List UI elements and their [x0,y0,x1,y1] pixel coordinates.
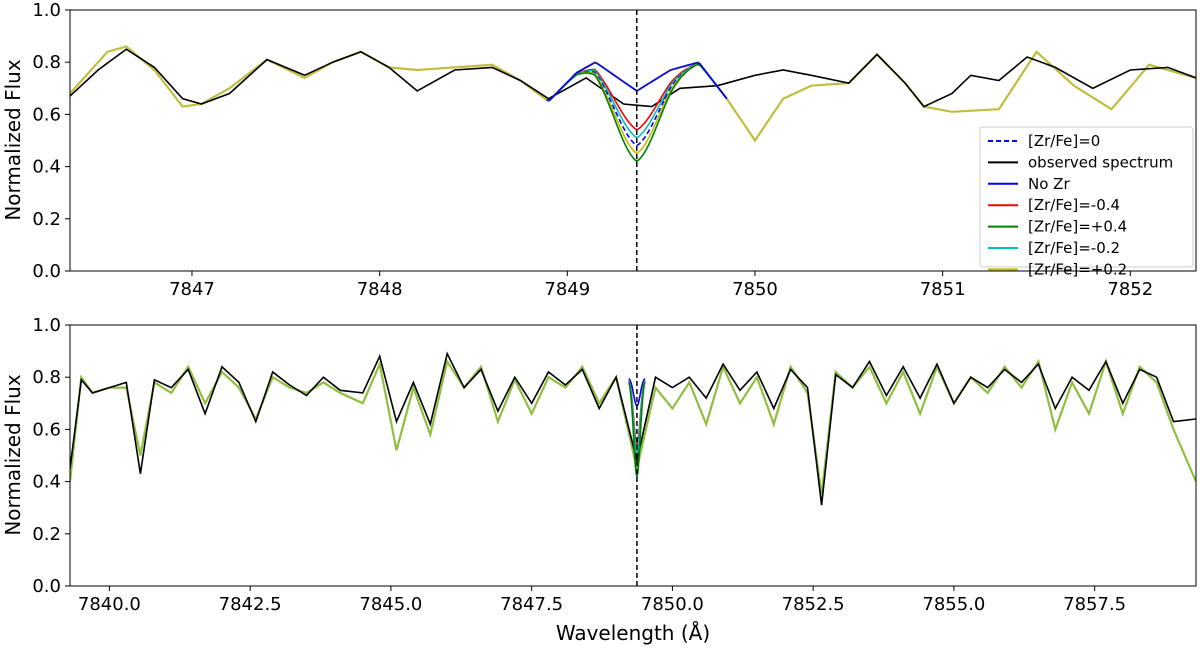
top-plot-lines [70,10,1196,271]
y-tick-label: 0.2 [32,524,61,545]
x-tick-label: 7851 [920,279,966,300]
top-x-ticks: 7847 7848 7849 7850 7851 7852 [169,271,1153,300]
legend-label: No Zr [1028,175,1070,193]
bottom-y-ticks: 0.0 0.2 0.4 0.6 0.8 1.0 [32,315,70,597]
y-tick-label: 0.8 [32,52,61,73]
legend: [Zr/Fe]=0 observed spectrum No Zr [Zr/Fe]=-… [979,126,1194,278]
y-tick-label: 0.8 [32,367,61,388]
bottom-x-ticks: 7840.0 7842.5 7845.0 7847.5 7850.0 7852.5 7855… [78,586,1126,615]
y-tick-label: 0.4 [32,472,61,493]
bottom-model-line-3 [628,381,646,480]
bottom-synthetic-line [70,357,1196,495]
y-tick-label: 0.4 [32,157,61,178]
x-tick-label: 7849 [544,279,590,300]
legend-box [979,126,1194,268]
x-tick-label: 7847.5 [500,594,563,615]
model-line-2 [546,62,728,132]
top-y-ticks: 0.0 0.2 0.4 0.6 0.8 1.0 [32,0,70,282]
y-tick-label: 0.0 [32,261,61,282]
top-spectrum-panel: 7847 7848 7849 7850 7851 7852 0.0 0.2 0.4 0.6 0.8… [1,0,1197,300]
y-tick-label: 0.2 [32,209,61,230]
x-tick-label: 7852 [1107,279,1153,300]
bottom-observed-line [70,351,1196,506]
x-tick-label: 7848 [357,279,403,300]
y-tick-label: 0.6 [32,104,61,125]
top-plot-frame [69,9,1197,272]
x-tick-label: 7850 [732,279,778,300]
bottom-y-axis-label: Normalized Flux [1,374,25,536]
y-tick-label: 0.6 [32,419,61,440]
bottom-spectrum-panel: 7840.0 7842.5 7845.0 7847.5 7850.0 7852.5 7855… [1,315,1197,645]
x-tick-label: 7847 [169,279,215,300]
x-axis-label: Wavelength (Å) [556,621,710,645]
x-tick-label: 7857.5 [1063,594,1126,615]
x-tick-label: 7852.5 [782,594,845,615]
bottom-plot-lines [70,325,1196,586]
legend-label: [Zr/Fe]=-0.4 [1028,196,1120,214]
x-tick-label: 7855.0 [922,594,985,615]
x-tick-label: 7845.0 [359,594,422,615]
bottom-plot-frame [69,324,1197,587]
top-y-axis-label: Normalized Flux [1,59,25,221]
observed-spectrum-line [70,48,1196,108]
legend-label: [Zr/Fe]=-0.2 [1028,239,1120,257]
model-line-6 [546,63,728,163]
legend-label: observed spectrum [1028,153,1173,171]
legend-label: [Zr/Fe]=+0.2 [1028,260,1127,278]
y-tick-label: 1.0 [32,0,61,21]
x-tick-label: 7842.5 [219,594,282,615]
y-tick-label: 1.0 [32,315,61,336]
x-tick-label: 7850.0 [641,594,704,615]
legend-label: [Zr/Fe]=0 [1028,132,1100,150]
x-tick-label: 7840.0 [78,594,141,615]
legend-label: [Zr/Fe]=+0.4 [1028,218,1127,236]
y-tick-label: 0.0 [32,576,61,597]
